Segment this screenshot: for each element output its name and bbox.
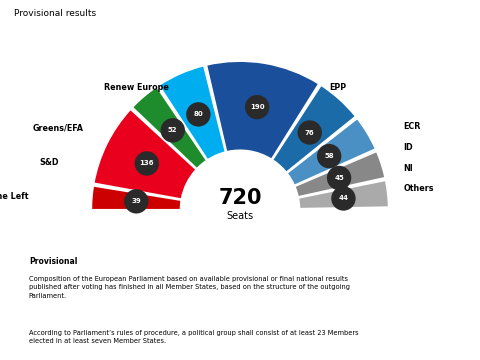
Text: The Left: The Left — [0, 192, 29, 201]
Text: Others: Others — [404, 184, 434, 193]
Circle shape — [317, 144, 341, 168]
Text: ECR: ECR — [404, 122, 421, 131]
Text: Renew Europe: Renew Europe — [104, 84, 168, 93]
Text: EPP: EPP — [329, 84, 346, 93]
Text: 44: 44 — [338, 195, 348, 202]
Circle shape — [245, 95, 269, 119]
Text: 136: 136 — [140, 161, 154, 166]
Text: Provisional: Provisional — [29, 257, 77, 266]
Text: 58: 58 — [324, 153, 334, 159]
Text: Provisional results: Provisional results — [14, 9, 96, 18]
Circle shape — [124, 189, 148, 213]
Text: 52: 52 — [168, 127, 178, 133]
Text: S&D: S&D — [39, 158, 59, 167]
Text: ID: ID — [404, 143, 413, 152]
Wedge shape — [298, 180, 389, 209]
Wedge shape — [273, 85, 356, 172]
Text: 80: 80 — [193, 111, 203, 117]
Circle shape — [134, 151, 159, 176]
Text: Seats: Seats — [227, 211, 253, 221]
Text: 76: 76 — [305, 130, 314, 135]
Wedge shape — [295, 151, 385, 197]
Text: 45: 45 — [334, 175, 344, 181]
Wedge shape — [94, 109, 196, 199]
Text: 39: 39 — [132, 198, 141, 204]
Text: NI: NI — [404, 164, 413, 173]
Text: 720: 720 — [218, 188, 262, 208]
Text: Composition of the European Parliament based on available provisional or final n: Composition of the European Parliament b… — [29, 276, 350, 299]
Text: 190: 190 — [250, 104, 264, 110]
Wedge shape — [159, 66, 226, 160]
Text: Greens/EFA: Greens/EFA — [33, 123, 84, 132]
Circle shape — [331, 186, 356, 211]
Circle shape — [161, 118, 185, 143]
Wedge shape — [206, 61, 319, 159]
Text: According to Parliament’s rules of procedure, a political group shall consist of: According to Parliament’s rules of proce… — [29, 330, 359, 344]
Wedge shape — [91, 186, 181, 210]
Wedge shape — [287, 118, 376, 185]
Circle shape — [327, 166, 351, 190]
Circle shape — [186, 102, 211, 127]
Wedge shape — [132, 87, 207, 169]
Circle shape — [298, 120, 322, 145]
Circle shape — [180, 150, 300, 269]
